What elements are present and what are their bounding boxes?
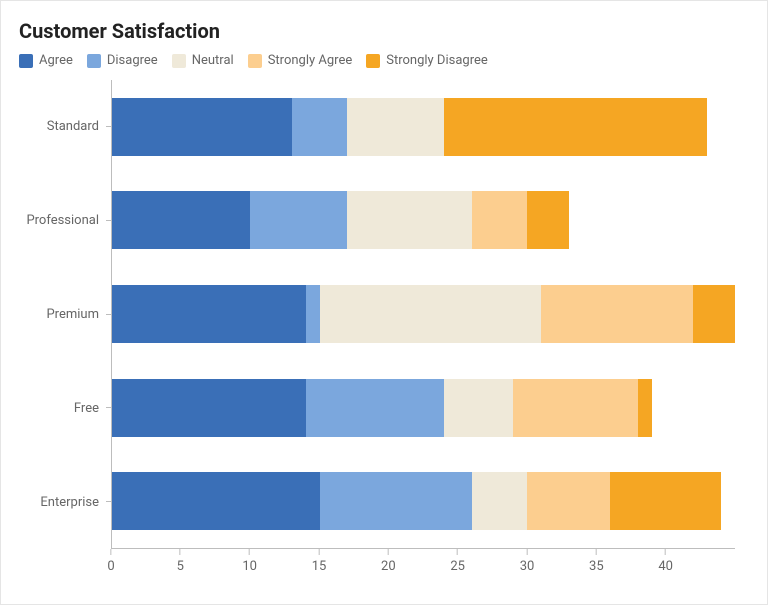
x-axis: 0510152025303540 (111, 549, 735, 585)
legend-item-agree: Agree (19, 53, 73, 68)
x-tick: 5 (177, 549, 184, 574)
x-tick-label: 15 (312, 559, 327, 574)
x-tick-label: 5 (177, 559, 184, 574)
bar-segment (306, 285, 320, 343)
legend-label-agree: Agree (39, 53, 73, 68)
x-tick-mark (249, 549, 250, 555)
legend-label-strongly-disagree: Strongly Disagree (386, 53, 488, 68)
bar-segment (112, 191, 250, 249)
x-tick-label: 40 (658, 559, 673, 574)
chart-title: Customer Satisfaction (19, 19, 749, 43)
bar-segment (320, 285, 542, 343)
bar-segment (472, 191, 527, 249)
bar-segment (444, 98, 707, 156)
bar-segment (112, 379, 306, 437)
bar-row (112, 361, 735, 455)
x-tick: 0 (107, 549, 114, 574)
legend-label-neutral: Neutral (192, 53, 234, 68)
y-label-premium: Premium (19, 268, 107, 362)
bar-row (112, 267, 735, 361)
bar-segment (292, 98, 347, 156)
y-label-free: Free (19, 361, 107, 455)
x-tick-mark (111, 549, 112, 555)
y-tick-mark (106, 314, 112, 315)
bar-segment (541, 285, 693, 343)
legend-item-strongly-disagree: Strongly Disagree (366, 53, 488, 68)
x-tick: 15 (312, 549, 327, 574)
bar-row (112, 454, 735, 548)
x-tick-mark (596, 549, 597, 555)
x-tick-label: 30 (520, 559, 535, 574)
bar-segment (250, 191, 347, 249)
y-label-standard: Standard (19, 80, 107, 174)
y-axis-labels: Standard Professional Premium Free Enter… (19, 80, 107, 549)
legend-swatch-neutral (172, 54, 186, 68)
x-tick: 40 (658, 549, 673, 574)
legend-item-disagree: Disagree (87, 53, 158, 68)
bar-segment (527, 472, 610, 530)
bar-row (112, 80, 735, 174)
bar-segment (638, 379, 652, 437)
x-tick-label: 0 (107, 559, 114, 574)
bar-track (112, 472, 735, 530)
chart-card: Customer Satisfaction Agree Disagree Neu… (0, 0, 768, 605)
x-tick-label: 25 (450, 559, 465, 574)
bar-segment (444, 379, 513, 437)
x-tick-label: 10 (242, 559, 257, 574)
bar-segment (112, 472, 320, 530)
bar-segment (347, 191, 472, 249)
x-tick: 25 (450, 549, 465, 574)
legend-item-strongly-agree: Strongly Agree (248, 53, 353, 68)
y-label-professional: Professional (19, 174, 107, 268)
y-label-enterprise: Enterprise (19, 455, 107, 549)
bar-segment (112, 98, 292, 156)
x-tick-mark (527, 549, 528, 555)
bar-segment (320, 472, 472, 530)
x-tick: 35 (589, 549, 604, 574)
bar-segment (472, 472, 527, 530)
bar-segment (306, 379, 444, 437)
bar-segment (513, 379, 638, 437)
legend: Agree Disagree Neutral Strongly Agree St… (19, 53, 749, 68)
x-tick: 10 (242, 549, 257, 574)
chart-area: Standard Professional Premium Free Enter… (19, 80, 735, 585)
x-tick: 30 (520, 549, 535, 574)
bar-segment (347, 98, 444, 156)
x-tick-mark (457, 549, 458, 555)
bar-track (112, 98, 735, 156)
y-tick-mark (106, 220, 112, 221)
legend-item-neutral: Neutral (172, 53, 234, 68)
x-tick-mark (388, 549, 389, 555)
legend-label-strongly-agree: Strongly Agree (268, 53, 353, 68)
bar-track (112, 285, 735, 343)
plot-area (111, 80, 735, 549)
bar-rows (112, 80, 735, 548)
x-tick-label: 20 (381, 559, 396, 574)
bar-segment (527, 191, 569, 249)
x-tick-mark (319, 549, 320, 555)
x-tick-mark (180, 549, 181, 555)
bar-track (112, 191, 735, 249)
legend-swatch-strongly-disagree (366, 54, 380, 68)
x-tick: 20 (381, 549, 396, 574)
x-tick-label: 35 (589, 559, 604, 574)
x-tick-mark (665, 549, 666, 555)
y-tick-mark (106, 126, 112, 127)
bar-segment (693, 285, 735, 343)
legend-swatch-disagree (87, 54, 101, 68)
legend-swatch-strongly-agree (248, 54, 262, 68)
legend-swatch-agree (19, 54, 33, 68)
y-tick-mark (106, 407, 112, 408)
legend-label-disagree: Disagree (107, 53, 158, 68)
bar-segment (610, 472, 721, 530)
y-tick-mark (106, 501, 112, 502)
bar-track (112, 379, 735, 437)
bar-segment (112, 285, 306, 343)
bar-row (112, 174, 735, 268)
